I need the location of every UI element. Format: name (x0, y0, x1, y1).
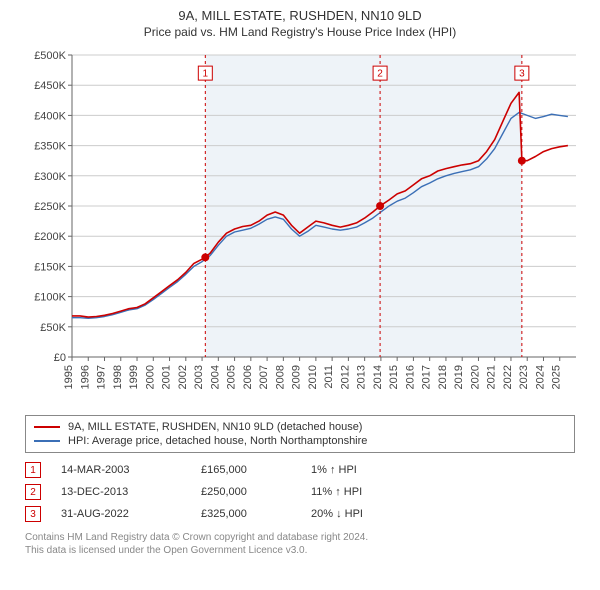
svg-text:£350K: £350K (34, 141, 66, 153)
sale-date: 14-MAR-2003 (61, 464, 201, 476)
svg-text:1996: 1996 (79, 365, 91, 389)
svg-text:2014: 2014 (372, 365, 384, 389)
svg-text:2007: 2007 (258, 365, 270, 389)
sale-hpi-diff: 11% ↑ HPI (311, 486, 421, 498)
svg-text:1: 1 (203, 69, 209, 80)
sale-date: 13-DEC-2013 (61, 486, 201, 498)
sale-hpi-diff: 20% ↓ HPI (311, 508, 421, 520)
svg-text:2018: 2018 (437, 365, 449, 389)
legend-swatch (34, 440, 60, 442)
svg-text:£50K: £50K (40, 322, 66, 334)
svg-text:2021: 2021 (486, 365, 498, 389)
legend-label: HPI: Average price, detached house, Nort… (68, 435, 367, 447)
legend-row: HPI: Average price, detached house, Nort… (34, 434, 566, 448)
svg-text:2016: 2016 (404, 365, 416, 389)
legend-row: 9A, MILL ESTATE, RUSHDEN, NN10 9LD (deta… (34, 420, 566, 434)
svg-text:2000: 2000 (144, 365, 156, 389)
sale-index-marker: 2 (25, 484, 41, 500)
svg-text:2024: 2024 (534, 365, 546, 389)
footer-line: This data is licensed under the Open Gov… (25, 544, 575, 557)
svg-text:2015: 2015 (388, 365, 400, 389)
svg-text:£400K: £400K (34, 110, 66, 122)
page-subtitle: Price paid vs. HM Land Registry's House … (10, 25, 590, 39)
svg-text:£200K: £200K (34, 231, 66, 243)
svg-text:£300K: £300K (34, 171, 66, 183)
svg-text:1995: 1995 (63, 365, 75, 389)
sale-date: 31-AUG-2022 (61, 508, 201, 520)
svg-text:1997: 1997 (96, 365, 108, 389)
svg-text:2020: 2020 (469, 365, 481, 389)
svg-text:2: 2 (377, 69, 383, 80)
sale-hpi-diff: 1% ↑ HPI (311, 464, 421, 476)
chart-container: 9A, MILL ESTATE, RUSHDEN, NN10 9LD Price… (0, 0, 600, 590)
table-row: 3 31-AUG-2022£325,00020% ↓ HPI (25, 503, 575, 525)
svg-text:£150K: £150K (34, 261, 66, 273)
svg-text:2019: 2019 (453, 365, 465, 389)
svg-text:£500K: £500K (34, 50, 66, 62)
legend-label: 9A, MILL ESTATE, RUSHDEN, NN10 9LD (deta… (68, 421, 362, 433)
legend: 9A, MILL ESTATE, RUSHDEN, NN10 9LD (deta… (25, 415, 575, 453)
svg-text:£450K: £450K (34, 80, 66, 92)
page-title: 9A, MILL ESTATE, RUSHDEN, NN10 9LD (10, 8, 590, 23)
svg-text:£0: £0 (54, 352, 66, 364)
svg-text:2023: 2023 (518, 365, 530, 389)
table-row: 2 13-DEC-2013£250,00011% ↑ HPI (25, 481, 575, 503)
svg-text:2013: 2013 (356, 365, 368, 389)
svg-text:£250K: £250K (34, 201, 66, 213)
svg-text:2005: 2005 (226, 365, 238, 389)
svg-text:2011: 2011 (323, 365, 335, 389)
chart-area: £0 £50K £100K £150K £200K £250K £300K £350K £400… (20, 47, 580, 407)
svg-text:£100K: £100K (34, 292, 66, 304)
sale-index-marker: 3 (25, 506, 41, 522)
svg-text:2001: 2001 (161, 365, 173, 389)
sale-price: £325,000 (201, 508, 311, 520)
sales-table: 1 14-MAR-2003£165,0001% ↑ HPI 2 13-DEC-2013… (25, 459, 575, 525)
footer-line: Contains HM Land Registry data © Crown c… (25, 531, 575, 544)
svg-text:2004: 2004 (209, 365, 221, 389)
sale-price: £165,000 (201, 464, 311, 476)
svg-text:2022: 2022 (502, 365, 514, 389)
svg-text:2006: 2006 (242, 365, 254, 389)
svg-text:2010: 2010 (307, 365, 319, 389)
svg-text:2012: 2012 (339, 365, 351, 389)
svg-text:2008: 2008 (274, 365, 286, 389)
table-row: 1 14-MAR-2003£165,0001% ↑ HPI (25, 459, 575, 481)
svg-text:2009: 2009 (291, 365, 303, 389)
line-chart: £0 £50K £100K £150K £200K £250K £300K £350K £400… (20, 47, 580, 407)
svg-text:2025: 2025 (551, 365, 563, 389)
svg-text:3: 3 (519, 69, 525, 80)
svg-text:2002: 2002 (177, 365, 189, 389)
sale-index-marker: 1 (25, 462, 41, 478)
svg-text:2003: 2003 (193, 365, 205, 389)
legend-swatch (34, 426, 60, 428)
sale-price: £250,000 (201, 486, 311, 498)
svg-text:1998: 1998 (112, 365, 124, 389)
svg-text:1999: 1999 (128, 365, 140, 389)
svg-text:2017: 2017 (421, 365, 433, 389)
footer-attribution: Contains HM Land Registry data © Crown c… (25, 531, 575, 557)
